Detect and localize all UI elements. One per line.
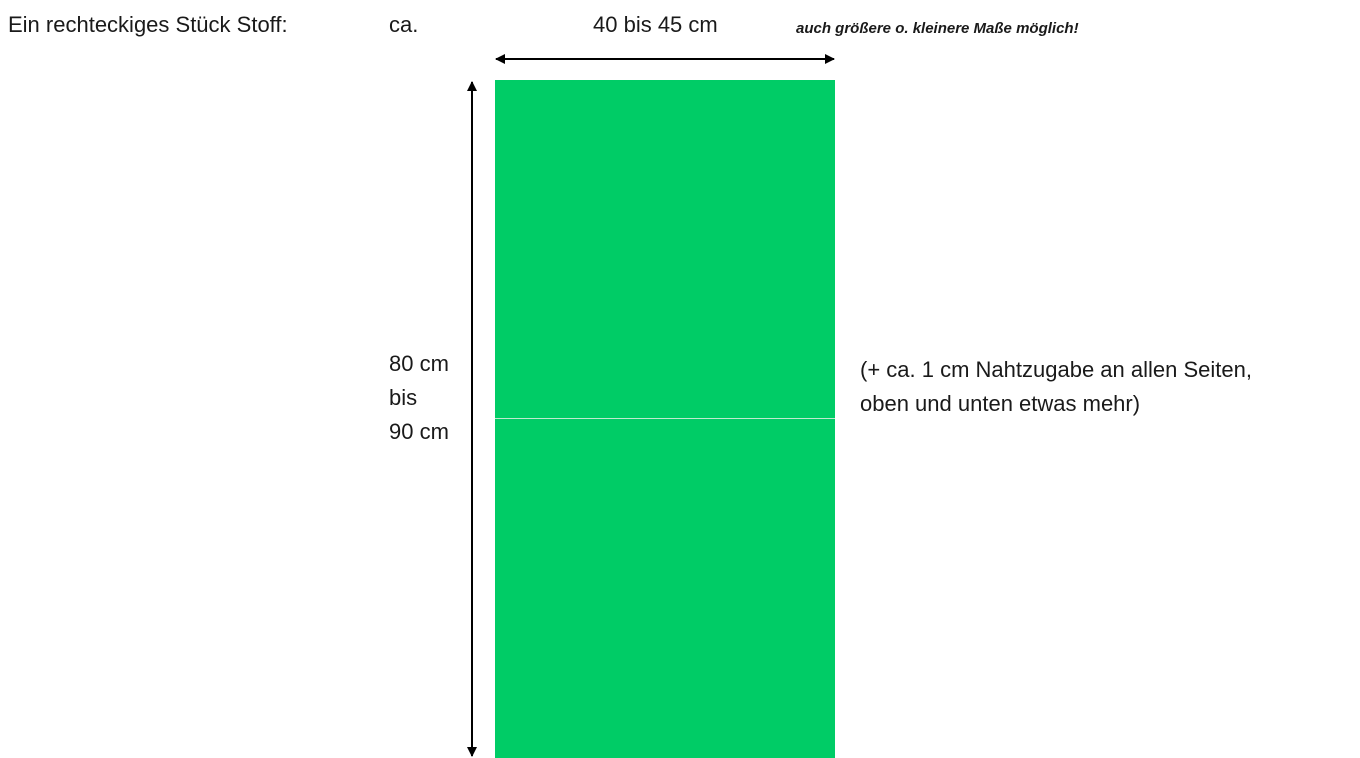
approx-label: ca.: [389, 12, 419, 37]
height-label-min: 80 cm: [389, 351, 449, 376]
height-label-max: 90 cm: [389, 419, 449, 444]
intro-label: Ein rechteckiges Stück Stoff:: [8, 12, 288, 37]
height-label-bis: bis: [389, 385, 418, 410]
height-label: 80 cm bis 90 cm: [389, 347, 449, 449]
fold-line: [495, 418, 835, 419]
size-note: auch größere o. kleinere Maße möglich!: [796, 20, 1079, 37]
seam-allowance-note: (+ ca. 1 cm Nahtzugabe an allen Seiten, …: [860, 353, 1252, 421]
fabric-rectangle: [495, 80, 835, 758]
seam-allowance-line-1: (+ ca. 1 cm Nahtzugabe an allen Seiten,: [860, 357, 1252, 382]
width-label: 40 bis 45 cm: [593, 12, 718, 37]
seam-allowance-line-2: oben und unten etwas mehr): [860, 391, 1141, 416]
